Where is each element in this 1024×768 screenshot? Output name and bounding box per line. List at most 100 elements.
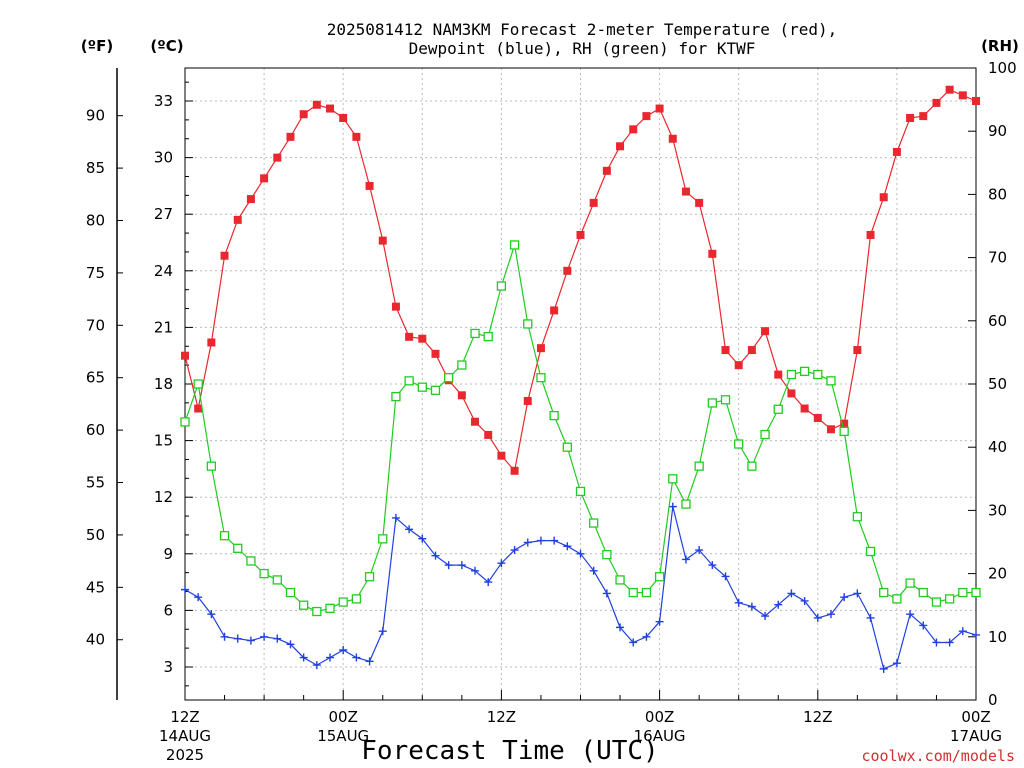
- temperature-point: [945, 85, 954, 94]
- dewpoint-point: [734, 598, 743, 607]
- celsius-tick-label: 3: [163, 658, 173, 676]
- rh-point: [219, 531, 230, 541]
- rh-point: [813, 369, 823, 380]
- temperature-point: [405, 332, 414, 341]
- rh-tick-label: 50: [988, 375, 1007, 393]
- rh-point: [206, 461, 217, 471]
- fahrenheit-tick-label: 60: [86, 421, 105, 439]
- dewpoint-point: [444, 561, 453, 570]
- temperature-point: [932, 98, 941, 107]
- temperature-point: [246, 195, 255, 204]
- temperature-point: [668, 134, 677, 143]
- temperature-point: [972, 97, 980, 106]
- celsius-tick-label: 6: [163, 601, 173, 619]
- dewpoint-point: [326, 653, 335, 662]
- rh-tick-label: 0: [988, 691, 998, 709]
- temperature-point: [286, 132, 295, 141]
- temperature-point: [510, 466, 519, 475]
- temperature-point: [233, 215, 242, 224]
- temperature-point: [655, 104, 664, 113]
- dewpoint-point: [800, 596, 809, 605]
- rh-point: [918, 587, 928, 598]
- rh-point: [615, 575, 625, 585]
- dewpoint-point: [194, 593, 203, 602]
- x-axis-title: Forecast Time (UTC): [361, 736, 658, 766]
- dewpoint-point: [207, 610, 216, 619]
- temperature-point: [919, 112, 928, 121]
- rh-point: [971, 587, 981, 598]
- dewpoint-point: [352, 653, 361, 662]
- temperature-point: [326, 104, 335, 113]
- rh-point: [879, 587, 889, 598]
- celsius-tick-label: 30: [154, 149, 173, 167]
- temperature-point: [181, 351, 189, 360]
- dewpoint-point: [879, 664, 888, 673]
- rh-tick-label: 30: [988, 501, 1007, 519]
- dewpoint-point: [774, 600, 783, 609]
- rh-point: [193, 379, 203, 389]
- rh-point: [892, 594, 902, 604]
- rh-point: [760, 429, 770, 440]
- rh-point: [944, 594, 955, 604]
- chart-title-line2: Dewpoint (blue), RH (green) for KTWF: [409, 39, 756, 58]
- series-temp: [181, 85, 980, 475]
- temperature-point: [826, 425, 835, 434]
- temperature-point: [602, 166, 611, 175]
- fahrenheit-tick-label: 55: [86, 474, 105, 492]
- rh-point: [285, 587, 296, 598]
- dewpoint-point: [668, 502, 677, 511]
- dewpoint-point: [589, 566, 598, 575]
- dewpoint-point: [181, 585, 189, 594]
- dewpoint-point: [405, 525, 414, 534]
- dewpoint-point: [431, 551, 440, 560]
- dewpoint-point: [826, 610, 835, 619]
- rh-tick-label: 40: [988, 438, 1007, 456]
- x-tick-label-date: 17AUG: [950, 727, 1002, 745]
- temperature-point: [260, 174, 269, 183]
- dewpoint-point: [339, 646, 348, 655]
- rh-tick-label: 70: [988, 249, 1007, 267]
- rh-point: [931, 597, 942, 607]
- dewpoint-point: [523, 538, 532, 547]
- dewpoint-point: [695, 546, 704, 555]
- rh-point: [457, 360, 467, 370]
- x-tick-label-time: 12Z: [170, 708, 199, 726]
- rh-point: [668, 474, 678, 484]
- series-rh: [180, 240, 981, 617]
- rh-tick-label: 60: [988, 312, 1007, 330]
- rh-point: [720, 395, 731, 405]
- rh-point: [628, 587, 638, 598]
- temperature-point: [273, 153, 282, 162]
- temperature-point: [391, 302, 400, 311]
- temperature-point: [616, 142, 625, 151]
- temperature-point: [339, 113, 348, 122]
- temperature-point: [550, 306, 559, 315]
- series-layer: [180, 85, 981, 673]
- rh-unit-label: (RH): [981, 37, 1019, 55]
- temperature-point: [708, 249, 717, 258]
- rh-point: [338, 597, 348, 607]
- rh-point: [786, 369, 797, 380]
- rh-point: [272, 575, 282, 585]
- dewpoint-point: [972, 630, 980, 639]
- celsius-unit-label: (ºC): [150, 37, 183, 55]
- rh-point: [417, 382, 427, 392]
- temperature-point: [866, 230, 875, 239]
- rh-point: [826, 376, 836, 386]
- x-tick-label-date: 15AUG: [317, 727, 369, 745]
- temperature-point: [365, 181, 374, 190]
- rh-point: [654, 572, 665, 582]
- celsius-tick-label: 24: [154, 262, 173, 280]
- dewpoint-point: [642, 632, 651, 641]
- rh-point: [351, 594, 362, 604]
- dewpoint-point: [418, 534, 427, 543]
- temperature-point: [840, 419, 849, 428]
- dewpoint-point: [602, 589, 611, 598]
- rh-tick-label: 90: [988, 122, 1007, 140]
- fahrenheit-tick-label: 75: [86, 264, 105, 282]
- rh-point: [404, 376, 414, 386]
- celsius-tick-label: 12: [154, 488, 173, 506]
- temperature-point: [681, 187, 690, 196]
- rh-tick-label: 10: [988, 628, 1007, 646]
- dewpoint-point: [536, 536, 545, 545]
